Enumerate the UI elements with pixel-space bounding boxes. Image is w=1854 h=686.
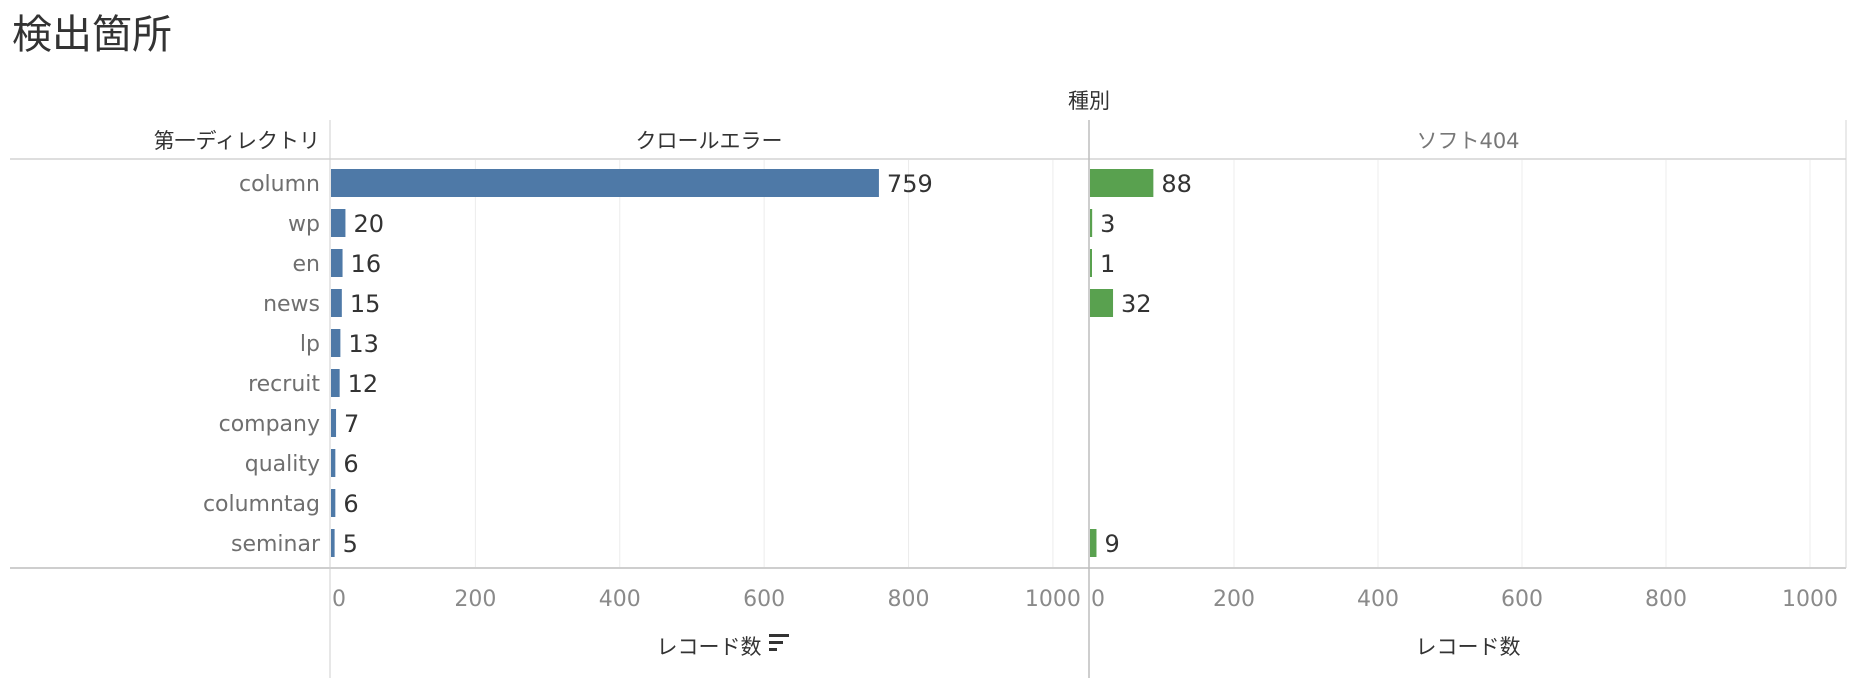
x-tick-label: 600 — [743, 587, 785, 612]
category-label: quality — [245, 452, 320, 477]
data-label: 3 — [1100, 210, 1115, 238]
data-label: 88 — [1161, 170, 1192, 198]
category-label: lp — [300, 332, 320, 357]
bar[interactable] — [331, 169, 879, 197]
x-tick-label: 1000 — [1025, 587, 1081, 612]
bar[interactable] — [331, 449, 336, 477]
x-axis-title-left: レコード数 — [657, 635, 762, 659]
category-label: recruit — [248, 372, 320, 397]
data-label: 9 — [1104, 530, 1119, 558]
bar[interactable] — [331, 209, 346, 237]
data-label: 6 — [343, 450, 358, 478]
data-label: 32 — [1121, 290, 1152, 318]
bar[interactable] — [331, 409, 337, 437]
category-label: columntag — [203, 492, 320, 517]
data-label: 7 — [344, 410, 359, 438]
x-tick-label: 0 — [332, 587, 346, 612]
bar[interactable] — [331, 489, 336, 517]
data-label: 12 — [348, 370, 379, 398]
column-header: 種別 — [1068, 89, 1110, 113]
data-label: 5 — [343, 530, 358, 558]
bar[interactable] — [1090, 529, 1097, 557]
x-tick-label: 200 — [454, 587, 496, 612]
sort-descending-icon[interactable] — [769, 634, 789, 651]
data-label: 1 — [1100, 250, 1115, 278]
data-label: 759 — [887, 170, 933, 198]
bar[interactable] — [1090, 249, 1092, 277]
bar[interactable] — [1090, 169, 1154, 197]
data-label: 6 — [343, 490, 358, 518]
row-header: 第一ディレクトリ — [153, 129, 320, 153]
gridlines — [474, 160, 1811, 567]
tick-labels: 0 200 400 600 800 1000 0 200 400 600 800 1000 — [332, 587, 1838, 612]
data-label: 20 — [353, 210, 384, 238]
x-axis-title-right: レコード数 — [1416, 635, 1521, 659]
x-tick-label: 800 — [888, 587, 930, 612]
category-label: en — [293, 252, 320, 277]
bar[interactable] — [331, 529, 335, 557]
bar[interactable] — [331, 249, 343, 277]
x-tick-label: 400 — [599, 587, 641, 612]
x-tick-label: 0 — [1091, 587, 1105, 612]
x-tick-label: 800 — [1645, 587, 1687, 612]
panel-header-soft-404: ソフト404 — [1416, 129, 1519, 153]
bar[interactable] — [1090, 289, 1114, 317]
category-label: column — [239, 172, 320, 197]
x-tick-label: 1000 — [1782, 587, 1838, 612]
bars: 759 20 16 15 13 12 7 6 6 5 88 3 132 9 — [331, 169, 1192, 558]
category-label: wp — [288, 212, 320, 237]
x-tick-label: 600 — [1501, 587, 1543, 612]
data-label: 16 — [351, 250, 382, 278]
category-label: news — [263, 292, 320, 317]
data-label: 15 — [350, 290, 381, 318]
x-tick-label: 200 — [1213, 587, 1255, 612]
bar[interactable] — [331, 369, 340, 397]
panel-header-crawl-error: クロールエラー — [636, 129, 783, 153]
x-tick-label: 400 — [1357, 587, 1399, 612]
bar[interactable] — [331, 329, 341, 357]
page-title: 検出箇所 — [12, 12, 172, 58]
category-label: seminar — [231, 532, 321, 557]
category-label: company — [219, 412, 320, 437]
category-labels: column wp en news lp recruit company quality col… — [203, 172, 321, 557]
bar[interactable] — [1090, 209, 1093, 237]
bar[interactable] — [331, 289, 342, 317]
data-label: 13 — [348, 330, 379, 358]
